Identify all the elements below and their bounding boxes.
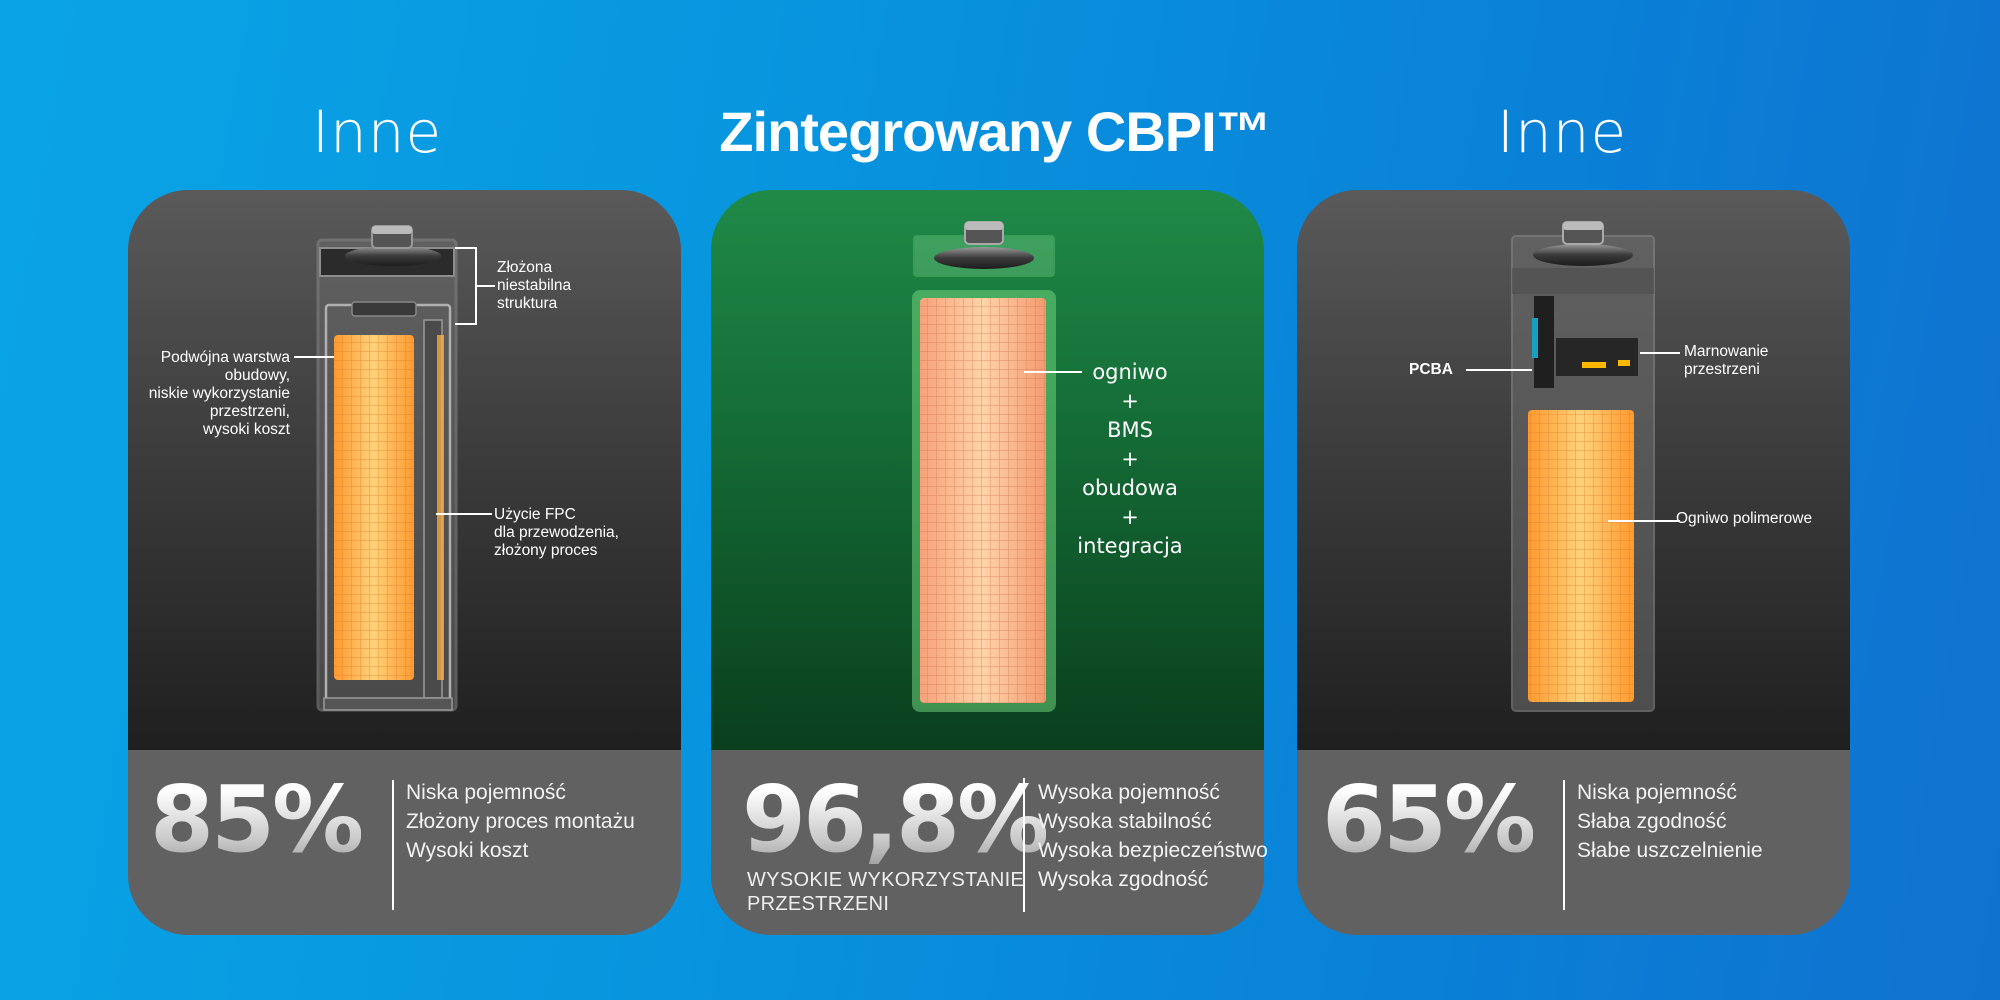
center-divider bbox=[1023, 778, 1025, 912]
right-feature-item: Niska pojemność bbox=[1577, 781, 1737, 804]
left-percent-value: 85% bbox=[150, 766, 364, 873]
right-waste-pointer bbox=[1640, 352, 1680, 354]
left-structure-pointer bbox=[477, 285, 495, 287]
left-feature-item: Złożony proces montażu bbox=[406, 810, 635, 833]
right-pcba-pointer bbox=[1466, 369, 1532, 371]
left-double-layer-label: Podwójna warstwa obudowy, niskie wykorzy… bbox=[148, 349, 290, 438]
center-feature-item: Wysoka stabilność bbox=[1038, 810, 1212, 833]
right-divider bbox=[1563, 780, 1565, 910]
center-percent-value: 96,8% bbox=[742, 766, 1049, 873]
center-battery-icon bbox=[912, 221, 1056, 712]
center-feature-list: Wysoka pojemność Wysoka stabilność Wysok… bbox=[1038, 778, 1268, 894]
center-stack-pointer bbox=[1024, 371, 1082, 373]
left-double-layer-pointer bbox=[294, 356, 334, 358]
left-structure-bracket bbox=[475, 247, 477, 325]
left-fpc-pointer bbox=[436, 513, 492, 515]
left-structure-bracket-bottom bbox=[455, 323, 477, 325]
left-divider bbox=[392, 780, 394, 910]
left-structure-bracket-top bbox=[455, 247, 477, 249]
right-battery-icon bbox=[1511, 221, 1655, 712]
left-structure-label: Złożona niestabilna struktura bbox=[497, 259, 572, 312]
right-feature-item: Słaba zgodność bbox=[1577, 810, 1727, 833]
right-panel-stats-band bbox=[1297, 750, 1850, 935]
right-feature-list: Niska pojemność Słaba zgodność Słabe usz… bbox=[1577, 778, 1763, 865]
center-feature-item: Wysoka bezpieczeństwo bbox=[1038, 839, 1268, 862]
left-feature-item: Niska pojemność bbox=[406, 781, 566, 804]
right-polymer-label: Ogniwo polimerowe bbox=[1676, 510, 1813, 527]
right-polymer-pointer bbox=[1608, 520, 1680, 522]
center-stack-label: ogniwo + BMS + obudowa + integracja bbox=[1077, 360, 1183, 558]
center-panel-stats-band bbox=[711, 750, 1264, 935]
right-percent-value: 65% bbox=[1322, 766, 1536, 873]
left-feature-item: Wysoki koszt bbox=[406, 839, 529, 862]
left-battery-icon bbox=[316, 225, 458, 712]
left-fpc-label: Użycie FPC dla przewodzenia, złożony pro… bbox=[494, 506, 619, 559]
center-percent-caption: WYSOKIE WYKORZYSTANIE PRZESTRZENI bbox=[747, 869, 1025, 915]
left-feature-list: Niska pojemność Złożony proces montażu W… bbox=[406, 778, 635, 865]
left-heading: Inne bbox=[311, 98, 443, 166]
right-heading: Inne bbox=[1496, 98, 1628, 166]
right-feature-item: Słabe uszczelnienie bbox=[1577, 839, 1763, 862]
right-waste-label: Marnowanie przestrzeni bbox=[1684, 343, 1769, 378]
center-heading: Zintegrowany CBPI™ bbox=[719, 100, 1271, 163]
right-pcba-label: PCBA bbox=[1409, 361, 1453, 378]
center-feature-item: Wysoka zgodność bbox=[1038, 868, 1209, 891]
center-feature-item: Wysoka pojemność bbox=[1038, 781, 1220, 804]
left-panel-stats-band bbox=[128, 750, 681, 935]
